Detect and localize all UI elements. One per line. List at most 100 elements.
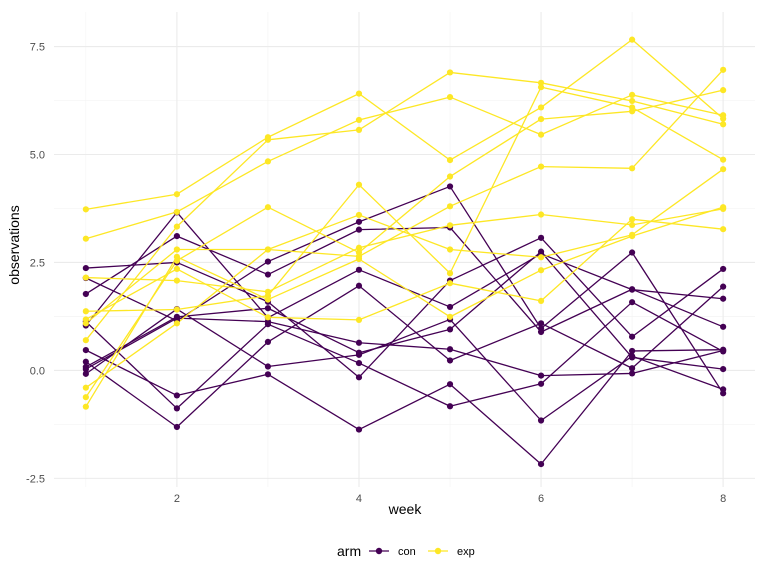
y-tick-label: 7.5 (30, 42, 45, 54)
data-point-exp (173, 320, 180, 327)
series-line-con (85, 251, 724, 370)
data-point-exp (446, 246, 454, 253)
data-point-exp (446, 280, 454, 287)
data-point-con (629, 299, 636, 306)
data-point-exp (82, 403, 89, 410)
data-point-con (629, 249, 636, 256)
data-point-con (720, 295, 727, 302)
data-point-exp (720, 115, 727, 122)
data-point-con (629, 365, 636, 372)
data-point-exp (446, 173, 454, 180)
data-point-exp (720, 226, 727, 233)
data-point-exp (173, 191, 180, 198)
data-point-exp (264, 204, 272, 211)
data-point-con (629, 347, 636, 355)
y-tick-label: 2.5 (30, 257, 45, 269)
data-point-con (720, 323, 727, 330)
data-point-exp (537, 297, 545, 304)
data-point-con (446, 303, 454, 311)
data-point-exp (446, 222, 454, 229)
legend-key-point-exp (434, 547, 442, 555)
data-point-exp (720, 121, 727, 128)
data-point-exp (264, 246, 272, 253)
data-point-exp (537, 131, 545, 138)
data-point-exp (446, 270, 454, 277)
data-point-exp (173, 277, 180, 284)
data-point-exp (446, 313, 454, 320)
data-point-exp (537, 84, 545, 91)
series-line-con (85, 301, 724, 410)
series-layer (85, 38, 724, 465)
legend-title: arm (337, 543, 361, 559)
series-line-con (85, 317, 724, 377)
data-point-exp (173, 246, 180, 253)
data-point-con (720, 390, 727, 397)
point-layer (82, 36, 727, 468)
minor-gridlines (54, 12, 755, 487)
data-point-con (264, 318, 272, 325)
data-point-exp (82, 206, 89, 213)
data-point-exp (173, 265, 180, 273)
data-point-con (355, 226, 363, 233)
data-point-con (537, 372, 545, 379)
data-point-exp (446, 69, 454, 76)
data-point-con (264, 363, 272, 370)
data-point-exp (446, 157, 454, 164)
data-point-con (264, 338, 272, 346)
data-point-exp (82, 235, 89, 242)
data-point-con (446, 183, 454, 190)
data-point-con (720, 283, 727, 290)
data-point-con (355, 282, 363, 289)
data-point-con (537, 248, 545, 255)
data-point-exp (537, 163, 545, 170)
series-line-con (85, 349, 724, 465)
data-point-exp (629, 221, 636, 228)
data-point-exp (537, 267, 545, 274)
data-point-exp (629, 91, 636, 99)
y-tick-label: 0.0 (30, 365, 45, 377)
data-point-exp (355, 253, 363, 260)
data-point-exp (355, 181, 363, 188)
series-line-exp (85, 208, 724, 293)
data-point-con (537, 325, 545, 332)
data-point-con (173, 405, 180, 412)
data-point-con (355, 374, 363, 381)
data-point-con (720, 366, 727, 373)
data-point-con (355, 266, 363, 273)
data-point-exp (82, 320, 89, 327)
data-point-exp (629, 231, 636, 238)
data-point-exp (355, 126, 363, 133)
data-point-exp (173, 208, 180, 216)
legend-label-exp: exp (457, 546, 475, 558)
y-tick-label: 5.0 (30, 150, 45, 162)
data-point-con (173, 233, 180, 240)
series-line-con (85, 308, 724, 422)
data-point-exp (629, 216, 636, 223)
data-point-exp (537, 254, 545, 261)
data-point-con (82, 363, 89, 371)
data-point-con (264, 258, 272, 265)
data-point-exp (173, 257, 180, 264)
x-tick-label: 6 (538, 493, 544, 505)
data-point-con (537, 380, 545, 387)
data-point-exp (355, 316, 363, 323)
x-axis-title: week (388, 501, 423, 517)
data-point-con (173, 423, 180, 431)
data-point-con (629, 333, 636, 340)
data-point-exp (264, 292, 272, 299)
data-point-con (720, 265, 727, 273)
data-point-exp (446, 203, 454, 210)
data-point-exp (629, 104, 636, 111)
data-point-con (355, 359, 363, 367)
data-point-exp (82, 394, 89, 401)
series-line-con (85, 237, 724, 378)
data-point-exp (173, 223, 180, 230)
data-point-exp (629, 165, 636, 172)
data-point-con (355, 349, 363, 356)
legend: arm con exp (337, 543, 475, 559)
legend-key-point-con (375, 547, 383, 555)
tick-labels: 2 4 6 8 -2.5 0.0 2.5 5.0 7.5 (26, 42, 726, 505)
data-point-exp (82, 308, 89, 315)
data-point-exp (264, 158, 272, 165)
